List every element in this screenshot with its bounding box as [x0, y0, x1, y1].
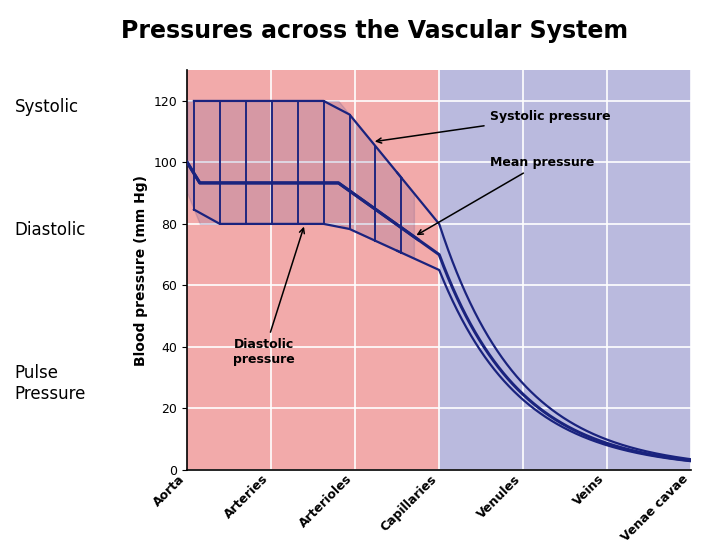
Text: Diastolic
pressure: Diastolic pressure — [233, 228, 305, 366]
Y-axis label: Blood pressure (mm Hg): Blood pressure (mm Hg) — [134, 174, 148, 366]
Text: Systolic pressure: Systolic pressure — [377, 110, 611, 143]
Text: Diastolic: Diastolic — [14, 221, 86, 239]
Text: Systolic: Systolic — [14, 98, 78, 116]
Text: Pulse
Pressure: Pulse Pressure — [14, 364, 86, 403]
Bar — [187, 70, 439, 470]
Text: Pressures across the Vascular System: Pressures across the Vascular System — [121, 19, 628, 43]
Bar — [439, 70, 691, 470]
Text: Mean pressure: Mean pressure — [418, 156, 594, 234]
